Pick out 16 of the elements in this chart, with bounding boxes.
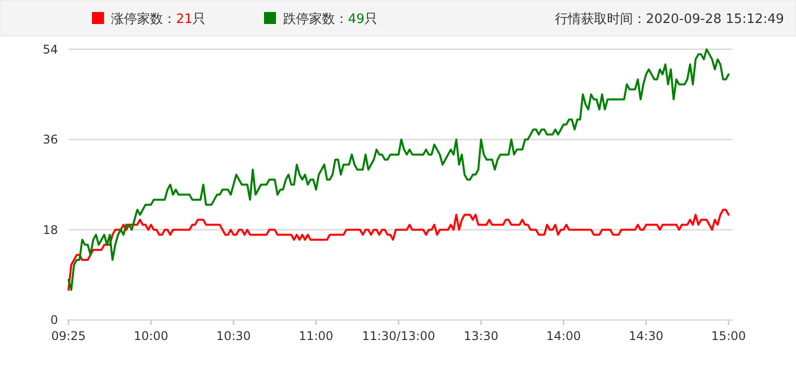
legend-label: 跌停家数：49只 [283,11,378,27]
x-tick-label: 11:30/13:00 [362,329,436,343]
x-tick-label: 14:30 [628,329,664,343]
legend-label: 涨停家数：21只 [111,11,206,27]
x-tick-label: 09:25 [51,329,86,343]
x-tick-label: 10:00 [134,329,168,343]
x-tick-label: 11:00 [298,329,334,343]
annotation: 行情获取时间：2020-09-28 15:12:49 [554,12,784,27]
y-tick-label: 54 [42,42,58,56]
x-tick-label: 15:00 [711,329,746,343]
x-tick-label: 13:30 [464,329,498,343]
x-tick-label: 14:00 [546,329,581,343]
x-tick-label: 10:30 [216,329,251,343]
y-tick-label: 36 [42,132,58,147]
y-tick-label: 18 [42,222,58,237]
y-tick-label: 0 [50,313,58,327]
